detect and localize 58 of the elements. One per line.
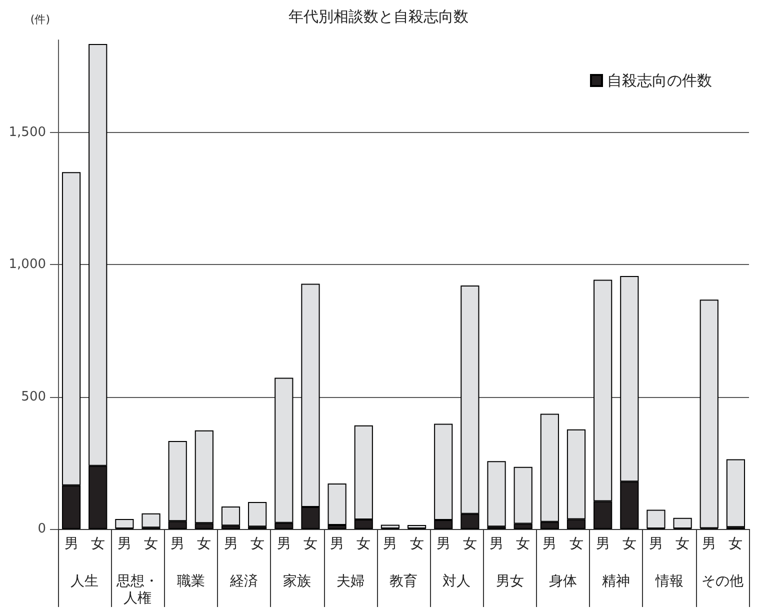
bar <box>248 502 267 527</box>
text: 夫婦 <box>336 574 364 590</box>
x-tick-label: 女 <box>569 536 584 552</box>
bar <box>407 525 426 528</box>
y-axis-title: (件) <box>30 13 50 26</box>
x-tick-label: 女 <box>90 536 105 552</box>
x-tick-label: 男 <box>702 536 716 552</box>
x-tick-label: 男 <box>596 536 610 552</box>
x-tick-label: 男 <box>64 536 78 552</box>
x-tick-label: 男 <box>170 536 185 552</box>
x-tick-label: 女 <box>144 536 158 552</box>
y-tick-label: 1,000 <box>8 257 46 272</box>
x-tick-label: 女 <box>516 536 530 552</box>
text: 経済 <box>229 574 258 590</box>
x-tick-label: 男 <box>436 536 450 552</box>
x-tick-label: 男 <box>490 536 504 552</box>
bar <box>673 518 692 528</box>
text: 家族 <box>283 574 312 590</box>
bar <box>115 518 134 528</box>
x-tick-label: 女 <box>462 536 477 552</box>
x-tick-label: 男 <box>383 536 398 552</box>
x-tick-label: 男 <box>542 536 557 552</box>
text: 精神 <box>602 574 630 590</box>
x-tick-label: 女 <box>728 536 743 552</box>
legend-label: 自殺志向の件数 <box>607 72 712 90</box>
text: 職業 <box>176 574 205 590</box>
bar <box>142 513 160 528</box>
bar <box>380 524 400 528</box>
x-tick-label: 女 <box>676 536 690 552</box>
x-tick-label: 女 <box>197 536 212 552</box>
text: 情報 <box>654 574 684 590</box>
y-tick-label: 0 <box>38 522 46 536</box>
bar <box>646 510 666 528</box>
text: 教育 <box>390 572 418 590</box>
bar <box>487 461 506 527</box>
text: 男女 <box>496 574 524 590</box>
text: その他 <box>701 574 744 590</box>
bar <box>726 459 746 528</box>
x-tick-label: 女 <box>303 536 318 552</box>
x-tick-label: 女 <box>250 536 264 552</box>
x-tick-label: 男 <box>648 536 663 552</box>
bar <box>328 484 346 526</box>
bar <box>700 300 718 528</box>
x-tick-label: 男 <box>117 536 132 552</box>
x-tick-label: 男 <box>224 536 238 552</box>
x-tick-label: 女 <box>622 536 636 552</box>
text: 身体 <box>548 574 577 590</box>
text: 思想・人権 <box>116 574 159 606</box>
x-tick-label: 男 <box>330 536 344 552</box>
text: 対人 <box>442 574 471 590</box>
text: 人生 <box>70 574 99 590</box>
x-tick-label: 女 <box>356 536 371 552</box>
x-tick-label: 女 <box>410 536 424 552</box>
y-tick-label: 500 <box>21 389 46 404</box>
y-tick-label: 1,500 <box>8 125 46 140</box>
bar <box>221 506 240 526</box>
chart-title: 年代別相談数と自殺志向数 <box>288 8 468 26</box>
x-tick-label: 男 <box>276 536 291 552</box>
